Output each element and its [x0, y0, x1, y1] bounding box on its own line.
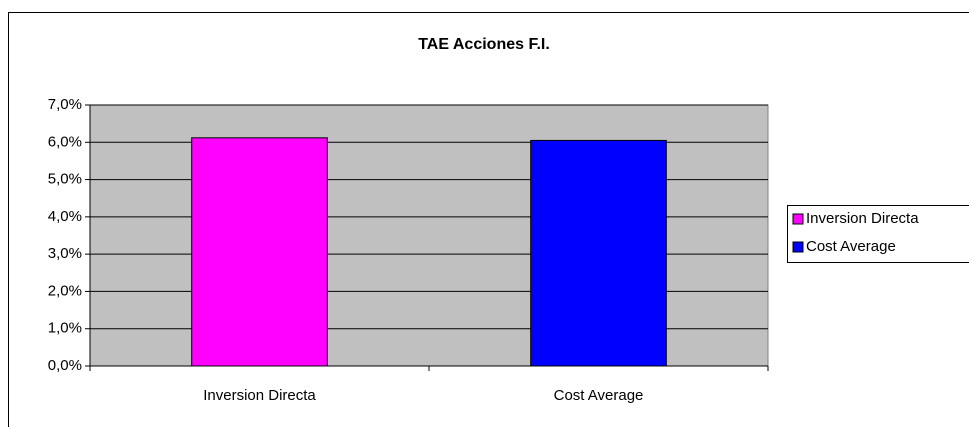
y-tick-label: 3,0%: [48, 245, 82, 262]
legend-label: Cost Average: [806, 238, 896, 255]
y-tick-label: 1,0%: [48, 320, 82, 337]
legend-label: Inversion Directa: [806, 210, 919, 227]
legend-box: [787, 205, 969, 263]
chart-title: TAE Acciones F.I.: [418, 36, 550, 53]
bar: [191, 137, 328, 367]
y-tick-label: 6,0%: [48, 133, 82, 150]
y-tick-label: 2,0%: [48, 282, 82, 299]
y-tick-label: 4,0%: [48, 208, 82, 225]
y-tick-label: 7,0%: [48, 96, 82, 113]
y-tick-label: 5,0%: [48, 171, 82, 188]
bar: [530, 139, 667, 367]
legend-swatch: [792, 241, 804, 253]
y-tick-label: 0,0%: [48, 357, 82, 374]
x-tick-label: Cost Average: [554, 387, 644, 404]
legend-swatch: [792, 213, 804, 225]
x-tick-label: Inversion Directa: [203, 387, 316, 404]
